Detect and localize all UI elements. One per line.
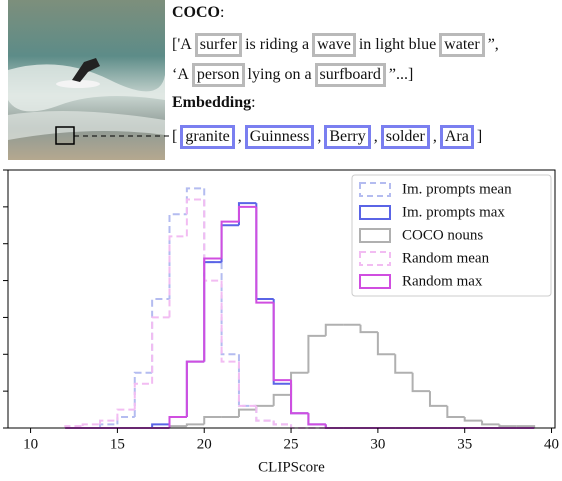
x-tick-label: 30 bbox=[370, 436, 385, 452]
text: lying on a bbox=[248, 66, 312, 84]
histogram-bin bbox=[291, 373, 308, 395]
histogram-bin bbox=[430, 391, 447, 406]
histogram-bin bbox=[256, 406, 273, 421]
text: ”...] bbox=[389, 66, 413, 84]
histogram-bin bbox=[169, 417, 186, 424]
x-tick-label: 15 bbox=[110, 436, 125, 452]
histogram-bin bbox=[222, 281, 239, 362]
text: ] bbox=[477, 128, 482, 146]
boxed-word: water bbox=[439, 33, 485, 57]
embedding-heading: Embedding: bbox=[172, 94, 256, 112]
x-axis-label: CLIPScore bbox=[258, 459, 325, 475]
boxed-word: solder bbox=[381, 125, 430, 149]
histogram-bin bbox=[204, 188, 221, 262]
histogram-bin bbox=[117, 410, 134, 421]
histogram-bin bbox=[239, 362, 256, 406]
histogram-bin bbox=[447, 406, 464, 417]
boxed-word: surfboard bbox=[315, 63, 386, 87]
boxed-word: Berry bbox=[324, 125, 370, 149]
x-tick-label: 40 bbox=[544, 436, 559, 452]
legend-label: Random mean bbox=[402, 250, 490, 266]
boxed-word: person bbox=[192, 63, 245, 87]
histogram-bin bbox=[274, 395, 291, 406]
text: ”, bbox=[488, 36, 499, 54]
histogram-bin bbox=[204, 417, 221, 424]
histogram-bin bbox=[239, 207, 256, 222]
histogram-bin bbox=[187, 188, 204, 214]
histogram-bin bbox=[187, 362, 204, 417]
text: in light blue bbox=[359, 36, 436, 54]
histogram-bin bbox=[152, 317, 169, 383]
histogram-bin bbox=[256, 207, 273, 303]
histogram-bin bbox=[187, 362, 204, 417]
histogram-bin bbox=[291, 380, 308, 413]
histogram-bin bbox=[308, 336, 325, 373]
histogram-bin bbox=[291, 424, 308, 428]
histogram-bin bbox=[187, 199, 204, 236]
histogram-bin bbox=[135, 384, 152, 410]
legend-label: Im. prompts max bbox=[402, 204, 505, 220]
histogram-bin bbox=[169, 236, 186, 317]
legend-label: COCO nouns bbox=[402, 227, 483, 243]
histogram-bin bbox=[135, 373, 152, 417]
boxed-word: Ara bbox=[440, 125, 474, 149]
histogram-bin bbox=[169, 214, 186, 299]
histogram-bin bbox=[326, 424, 343, 428]
histogram-bin bbox=[256, 203, 273, 299]
histogram-bin bbox=[395, 354, 412, 372]
histogram-bin bbox=[482, 421, 499, 425]
histogram-bin bbox=[204, 258, 221, 361]
text: is riding a bbox=[245, 36, 309, 54]
text: , bbox=[317, 128, 321, 146]
histogram-bin bbox=[83, 424, 100, 426]
histogram-bin bbox=[326, 325, 343, 336]
histogram-bin bbox=[239, 354, 256, 406]
histogram-bin bbox=[291, 384, 308, 413]
histogram-bin bbox=[204, 262, 221, 362]
x-tick-label: 20 bbox=[197, 436, 212, 452]
figure: 10 15 20 25 30 35 40 CLIPScore Im. prompts mean I… bbox=[0, 0, 562, 481]
histogram-bin bbox=[187, 424, 204, 426]
histogram-bin bbox=[499, 424, 516, 426]
legend-label: Random max bbox=[402, 273, 483, 289]
boxed-word: surfer bbox=[195, 33, 242, 57]
histogram-bin bbox=[413, 373, 430, 391]
x-tick-label: 10 bbox=[23, 436, 38, 452]
x-tick-label: 35 bbox=[457, 436, 472, 452]
coco-heading: COCO: bbox=[172, 4, 224, 22]
histogram-bin bbox=[308, 413, 325, 424]
histogram-bin bbox=[378, 332, 395, 354]
x-tick-label: 25 bbox=[284, 436, 299, 452]
text: , bbox=[374, 128, 378, 146]
embedding-tokens: [granite,Guinness,Berry,solder,Ara] bbox=[172, 125, 482, 149]
text: [ bbox=[172, 128, 177, 146]
histogram-bin bbox=[274, 303, 291, 380]
histogram-bin bbox=[222, 222, 239, 259]
histogram-bin bbox=[222, 225, 239, 262]
boxed-word: wave bbox=[312, 33, 356, 57]
histogram-bin bbox=[274, 299, 291, 384]
histogram-bin bbox=[256, 406, 273, 421]
histogram-bin bbox=[308, 413, 325, 424]
text: , bbox=[238, 128, 242, 146]
boxed-word: Guinness bbox=[245, 125, 315, 149]
histogram-bin bbox=[222, 262, 239, 354]
text: , bbox=[433, 128, 437, 146]
text: ['A bbox=[172, 36, 192, 54]
histogram-bin bbox=[256, 406, 273, 410]
legend-label: Im. prompts mean bbox=[402, 181, 512, 197]
histogram-bin bbox=[117, 417, 134, 424]
histogram-bin bbox=[239, 410, 256, 417]
histogram-bin bbox=[152, 299, 169, 373]
histogram-bin bbox=[465, 417, 482, 421]
histogram-bin bbox=[204, 199, 221, 280]
histogram-bin bbox=[274, 421, 291, 425]
boxed-word: granite bbox=[180, 125, 234, 149]
histogram-bin bbox=[361, 325, 378, 332]
text: ‘A bbox=[172, 66, 189, 84]
